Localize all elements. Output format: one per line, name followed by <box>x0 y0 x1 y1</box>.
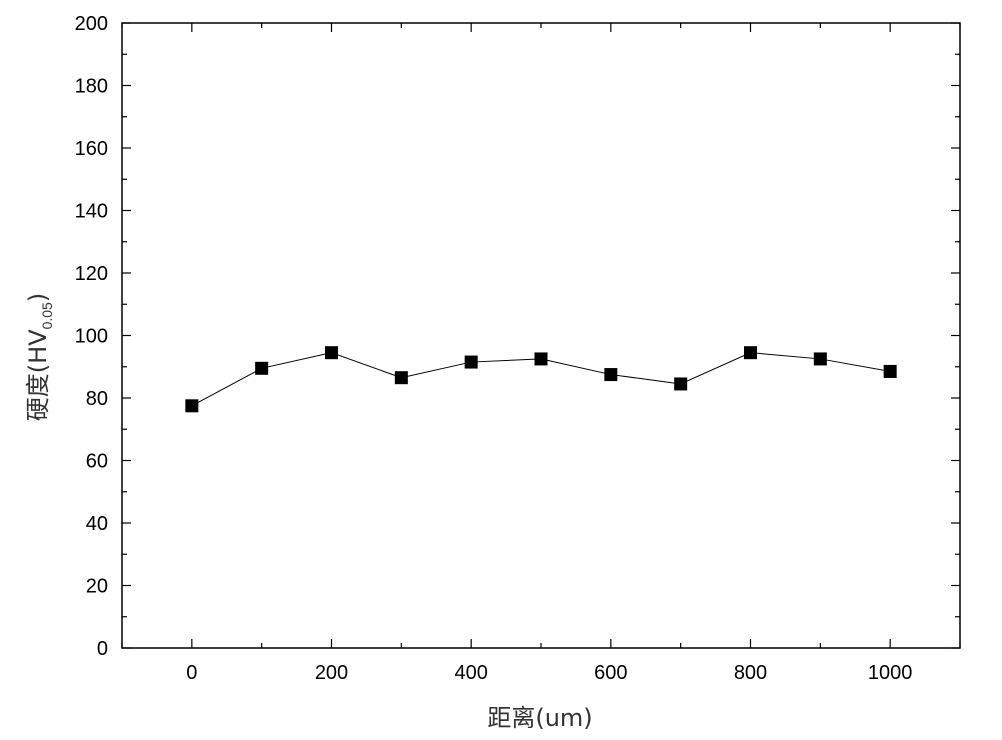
data-point-marker <box>604 368 618 382</box>
x-tick-label: 1000 <box>868 662 913 684</box>
y-tick-label: 40 <box>86 513 108 535</box>
x-tick-label: 200 <box>315 662 348 684</box>
data-point-marker <box>813 352 827 366</box>
y-axis-title: 硬度(HV0.05) <box>24 293 55 421</box>
y-tick-label: 0 <box>97 638 108 660</box>
data-point-marker <box>534 352 548 366</box>
series-markers <box>185 346 897 413</box>
y-tick-label: 160 <box>75 138 108 160</box>
y-axis-title-subscript: 0.05 <box>39 302 55 329</box>
y-tick-label: 140 <box>75 201 108 223</box>
y-tick-labels: 0 20 40 60 80 100 120 140 160 180 200 <box>75 13 108 660</box>
x-tick-label: 600 <box>594 662 627 684</box>
y-tick-label: 20 <box>86 576 108 598</box>
data-point-marker <box>255 361 269 375</box>
data-point-marker <box>674 377 688 391</box>
y-axis-title-group: 硬度(HV0.05) <box>24 293 55 421</box>
x-tick-label: 400 <box>454 662 487 684</box>
y-tick-label: 100 <box>75 326 108 348</box>
data-point-marker <box>325 346 338 360</box>
y-tick-label: 80 <box>86 388 108 410</box>
x-tick-labels: 0 200 400 600 800 1000 <box>186 662 912 684</box>
y-tick-label: 200 <box>75 13 108 35</box>
data-point-marker <box>883 364 897 378</box>
x-tick-label: 800 <box>734 662 767 684</box>
y-tick-label: 120 <box>75 263 108 285</box>
x-tick-label: 0 <box>186 662 197 684</box>
y-axis-title-close: ) <box>24 293 52 302</box>
data-point-marker <box>394 371 408 385</box>
y-tick-label: 60 <box>86 451 108 473</box>
y-tick-label: 180 <box>75 76 108 98</box>
data-point-marker <box>185 399 199 413</box>
data-point-marker <box>744 346 757 360</box>
data-point-marker <box>464 355 478 369</box>
plot-area <box>121 22 961 649</box>
x-axis-title: 距离(um) <box>487 704 592 732</box>
axis-ticks <box>121 22 961 649</box>
y-axis-title-main: 硬度(HV <box>24 329 52 421</box>
